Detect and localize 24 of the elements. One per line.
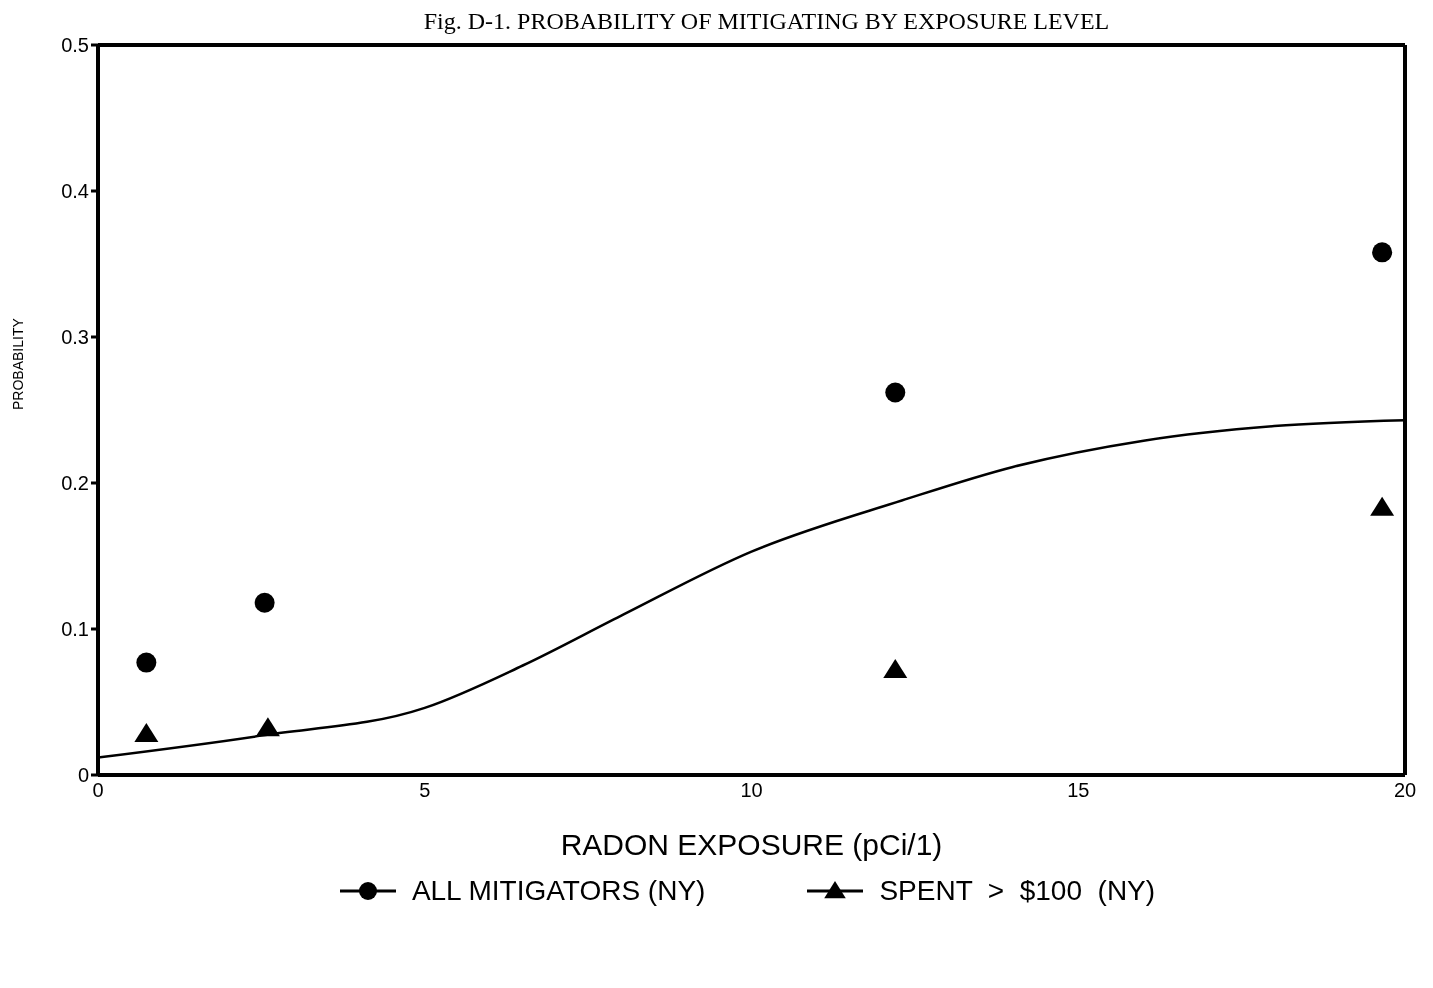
- x-tick-label: 10: [740, 779, 763, 802]
- point: [136, 652, 157, 673]
- x-tick-label: 5: [419, 779, 431, 802]
- x-tick-label: 0: [92, 779, 104, 802]
- point: [255, 717, 280, 737]
- legend-label: ALL MITIGATORS (NY): [411, 875, 706, 907]
- point: [1370, 496, 1395, 516]
- y-tick-label: 0.2: [61, 472, 89, 495]
- point: [134, 723, 159, 743]
- point: [885, 382, 906, 403]
- x-tick-label: 20: [1393, 779, 1417, 802]
- y-axis-title: PROBABILITY: [9, 317, 26, 410]
- y-tick-label: 0.3: [61, 326, 89, 349]
- chart-title: Fig. D-1. PROBABILITY OF MITIGATING BY EXPOSURE LEVEL: [422, 8, 1111, 35]
- point: [1372, 242, 1393, 263]
- y-tick-label: 0: [77, 764, 89, 787]
- x-axis-title: RADON EXPOSURE (pCi/1): [560, 828, 943, 861]
- point: [254, 592, 275, 613]
- x-tick-label: 15: [1067, 779, 1090, 802]
- y-tick-label: 0.5: [61, 34, 89, 57]
- y-tick-label: 0.1: [61, 618, 89, 641]
- point: [883, 658, 908, 678]
- legend-label: SPENT > $100 (NY): [879, 875, 1156, 907]
- y-tick-label: 0.4: [61, 180, 89, 203]
